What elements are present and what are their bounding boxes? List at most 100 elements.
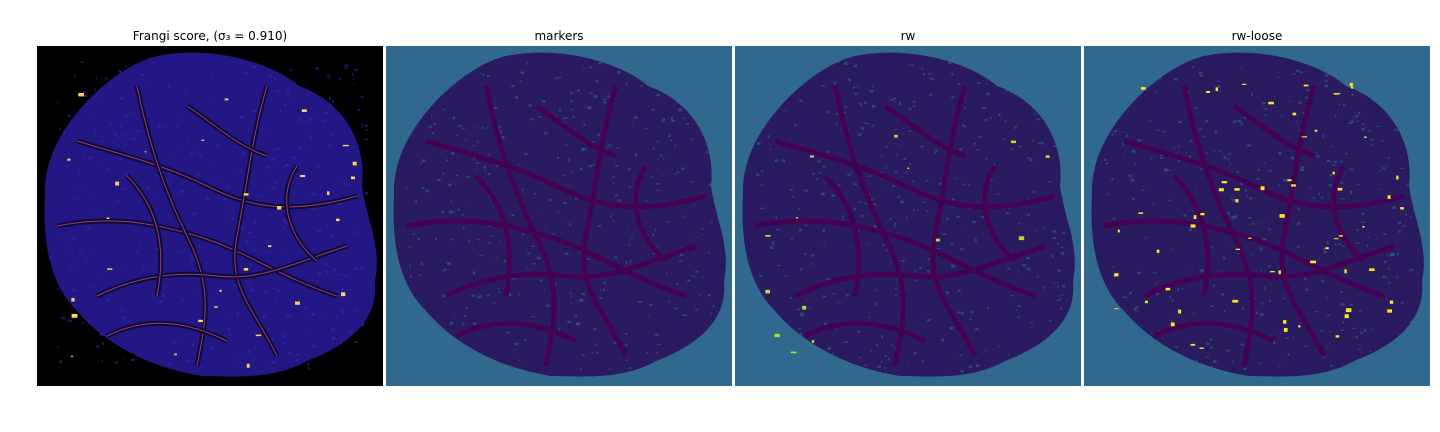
texture-speckle [1278, 152, 1282, 155]
texture-speckle [1382, 275, 1387, 279]
texture-speckle [823, 245, 826, 247]
texture-speckle [794, 123, 797, 127]
texture-speckle [282, 166, 286, 168]
texture-speckle [1119, 111, 1121, 114]
texture-speckle [282, 342, 286, 344]
texture-speckle [554, 77, 559, 79]
texture-speckle [80, 250, 83, 252]
texture-speckle [482, 126, 485, 129]
texture-speckle [321, 119, 325, 122]
texture-speckle [1027, 157, 1031, 159]
texture-speckle [775, 216, 777, 219]
texture-speckle [755, 87, 759, 89]
texture-speckle [1216, 80, 1221, 83]
texture-speckle [473, 157, 475, 160]
texture-speckle [1051, 254, 1054, 258]
texture-speckle [450, 199, 452, 203]
texture-speckle [1406, 183, 1410, 186]
texture-speckle [1361, 221, 1366, 223]
texture-speckle [487, 294, 490, 296]
vessel [483, 85, 557, 367]
texture-speckle [226, 186, 230, 189]
texture-speckle [1109, 78, 1114, 81]
texture-speckle [1413, 115, 1417, 117]
texture-speckle [262, 315, 266, 319]
texture-speckle [701, 345, 704, 348]
hot-spot [1387, 195, 1391, 199]
texture-speckle [1017, 223, 1020, 225]
texture-speckle [569, 185, 571, 187]
texture-speckle [778, 369, 780, 373]
texture-speckle [442, 108, 446, 111]
texture-speckle [570, 91, 574, 94]
texture-speckle [350, 277, 353, 280]
texture-speckle [676, 361, 679, 363]
texture-speckle [629, 366, 632, 370]
texture-speckle [1259, 361, 1261, 365]
hot-spot [1310, 260, 1317, 264]
texture-speckle [1223, 309, 1226, 313]
texture-speckle [945, 291, 950, 294]
texture-speckle [987, 307, 989, 310]
texture-speckle [105, 297, 109, 301]
texture-speckle [822, 295, 826, 298]
texture-speckle [415, 200, 418, 204]
texture-speckle [440, 210, 445, 214]
texture-speckle [562, 202, 567, 205]
texture-speckle [1188, 229, 1193, 232]
texture-speckle [912, 209, 915, 212]
texture-speckle [800, 313, 805, 317]
vessel [982, 164, 1017, 263]
texture-speckle [1358, 348, 1362, 350]
texture-speckle [695, 236, 697, 238]
texture-speckle [297, 118, 302, 121]
texture-speckle [1205, 356, 1210, 358]
hot-spot [115, 181, 120, 186]
texture-speckle [1324, 79, 1328, 82]
texture-speckle [147, 85, 150, 88]
texture-speckle [357, 108, 361, 111]
texture-speckle [1177, 120, 1182, 124]
texture-speckle [506, 331, 510, 334]
hot-spot [1200, 213, 1205, 216]
hot-spot [1206, 90, 1210, 93]
hot-spot [1387, 309, 1392, 313]
texture-speckle [1315, 152, 1318, 155]
texture-speckle [1340, 291, 1344, 294]
texture-speckle [815, 178, 818, 181]
texture-speckle [1366, 244, 1369, 247]
texture-speckle [652, 233, 655, 237]
texture-speckle [1248, 197, 1253, 200]
retina-region [393, 52, 726, 377]
texture-speckle [1060, 252, 1065, 255]
texture-speckle [344, 64, 349, 67]
texture-speckle [1057, 281, 1059, 284]
texture-speckle [842, 215, 845, 218]
texture-speckle [1379, 189, 1383, 191]
texture-speckle [667, 300, 671, 303]
texture-speckle [906, 171, 908, 173]
texture-speckle [1385, 108, 1388, 112]
hot-spot [935, 238, 940, 242]
texture-speckle [964, 125, 966, 128]
texture-speckle [756, 142, 761, 145]
texture-speckle [914, 269, 917, 272]
texture-speckle [335, 315, 338, 319]
texture-speckle [684, 314, 688, 317]
texture-speckle [1352, 327, 1356, 330]
texture-speckle [936, 248, 941, 249]
texture-speckle [268, 328, 270, 331]
texture-speckle [245, 240, 249, 243]
panel-title-markers: markers [534, 29, 584, 43]
texture-speckle [586, 258, 591, 260]
texture-speckle [1351, 93, 1354, 96]
texture-speckle [570, 100, 573, 103]
texture-speckle [894, 288, 897, 290]
vessel-highlight [286, 165, 318, 262]
texture-speckle [1042, 361, 1047, 365]
texture-speckle [1032, 139, 1034, 143]
texture-speckle [590, 164, 595, 166]
texture-speckle [872, 203, 877, 206]
texture-speckle [199, 92, 201, 94]
texture-speckle [796, 308, 801, 311]
